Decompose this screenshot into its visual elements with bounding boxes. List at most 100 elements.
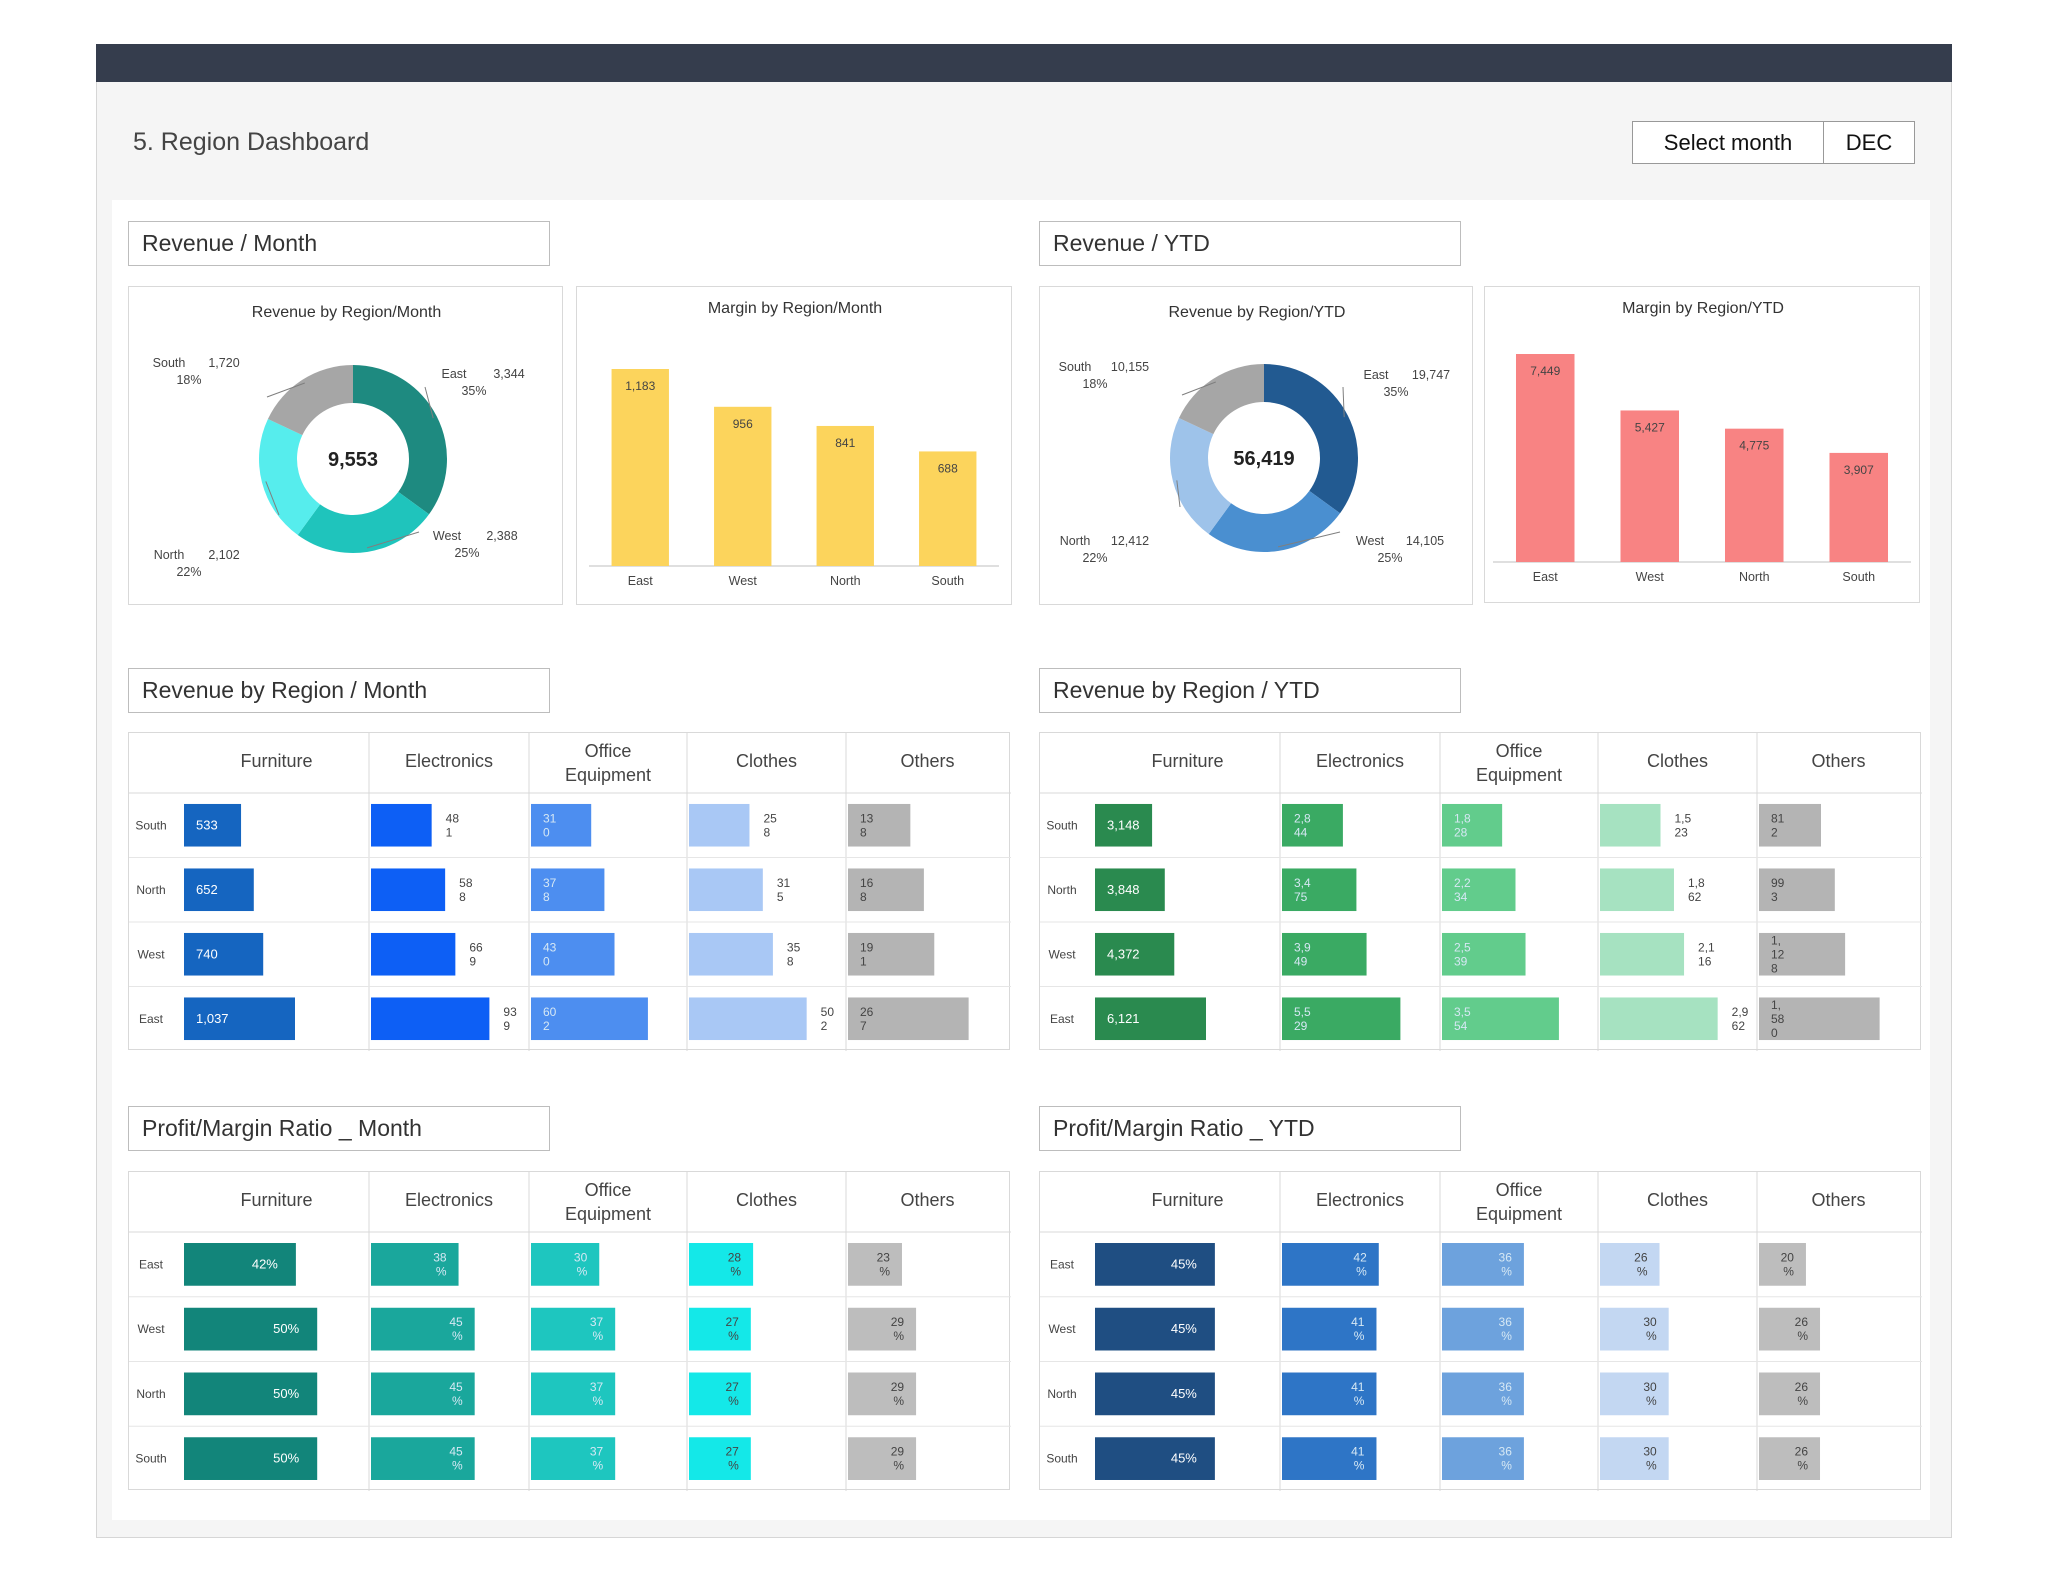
cell-bar (1095, 1437, 1215, 1480)
select-month-label: Select month (1633, 122, 1824, 163)
cell-value-label: 50 2 (821, 1005, 835, 1033)
row-label: North (1047, 1387, 1076, 1401)
bar-east (611, 369, 669, 566)
row-label: East (139, 1257, 164, 1271)
cell-bar (1095, 1372, 1215, 1416)
panel-revenue-table-month: Furniture Electronics Office Equipment Cloth… (128, 732, 1011, 1051)
cell-value-label: 26% (1634, 1250, 1648, 1278)
column-header: Electronics (405, 751, 493, 771)
cell-bar (1759, 1307, 1821, 1351)
month-selector[interactable]: Select month DEC (1632, 121, 1915, 164)
cell-bar (1600, 1243, 1660, 1286)
row-label: South (1046, 818, 1077, 832)
cell-value-label: 2,1 16 (1698, 940, 1715, 968)
section-title-revenue-by-region-ytd: Revenue by Region / YTD (1039, 668, 1461, 713)
panel-revenue-table-ytd: Furniture Electronics Office Equipment Cloth… (1039, 732, 1922, 1051)
cell-value-label: 3,148 (1107, 817, 1140, 832)
cell-value-label: 2,8 44 (1294, 811, 1311, 839)
leader-line (1277, 531, 1341, 548)
row-label: North (136, 1387, 165, 1401)
cell-bar (1442, 932, 1526, 976)
cell-bar (371, 1372, 475, 1416)
column-header: Others (1811, 751, 1865, 771)
cell-bar (848, 868, 924, 912)
column-header: Others (1811, 1190, 1865, 1210)
panel-margin-by-region-month: Margin by Region/Month 1,183 East 956 West 84… (576, 286, 1012, 605)
cell-bar (1759, 932, 1846, 976)
cell-value-label: 23% (877, 1250, 891, 1278)
cell-value-label: 58 8 (459, 876, 473, 904)
cell-bar (1442, 1372, 1524, 1416)
chart-title: Revenue by Region/Month (252, 304, 441, 321)
donut-slice-north (1170, 417, 1232, 535)
row-label: North (136, 883, 165, 897)
cell-bar (371, 1307, 475, 1351)
cell-value-label: 1,037 (196, 1011, 229, 1026)
leader-line (424, 386, 434, 419)
cell-bar (1600, 1372, 1669, 1416)
column-header: Clothes (1647, 1190, 1708, 1210)
slice-value: 1,720 (208, 356, 239, 370)
bar-south (919, 451, 977, 566)
donut-slice-west (297, 491, 430, 553)
chart-revenue-by-region-ytd: Revenue by Region/YTD East 19,747 35% West 14… (1059, 304, 1450, 565)
slice-value: 2,102 (208, 548, 239, 562)
bar-west (1620, 410, 1680, 562)
cell-value-label: 50% (273, 1321, 299, 1336)
panel-revenue-by-region-ytd: Revenue by Region/YTD East 19,747 35% West 14… (1039, 286, 1473, 605)
column-header: Others (900, 1190, 954, 1210)
slice-label: South (1059, 360, 1092, 374)
cell-value-label: 31 0 (543, 811, 557, 839)
donut-slice-east (1264, 364, 1358, 514)
cell-value-label: 3,9 49 (1294, 940, 1311, 968)
column-header: Office Equipment (1476, 1180, 1562, 1224)
cell-value-label: 26% (1795, 1315, 1809, 1343)
column-header: Clothes (1647, 751, 1708, 771)
cell-bar (1095, 932, 1175, 976)
bar-value-label: 4,775 (1739, 439, 1769, 453)
cell-value-label: 38% (433, 1250, 447, 1278)
cell-bar (184, 1437, 318, 1480)
cell-value-label: 652 (196, 882, 218, 897)
category-label: West (729, 574, 758, 588)
slice-percent: 25% (1377, 551, 1402, 565)
cell-bar (1282, 803, 1343, 847)
cell-value-label: 45% (1171, 1386, 1197, 1401)
table-revenue-by-region-month: Furniture Electronics Office Equipment Cloth… (129, 733, 1011, 1051)
bar-north (816, 425, 874, 566)
cell-bar (1600, 1437, 1669, 1480)
cell-bar (531, 868, 605, 912)
cell-value-label: 740 (196, 946, 218, 961)
column-header: Furniture (1151, 1190, 1223, 1210)
slice-label: East (1363, 368, 1389, 382)
cell-value-label: 30% (1643, 1315, 1657, 1343)
donut-total: 56,419 (1233, 448, 1294, 470)
cell-bar (531, 997, 648, 1041)
cell-bar (184, 932, 264, 976)
cell-value-label: 28% (728, 1250, 742, 1278)
row-label: West (137, 947, 165, 961)
slice-label: East (441, 367, 467, 381)
cell-bar (848, 997, 969, 1041)
leader-line (266, 382, 305, 398)
cell-bar (1600, 932, 1685, 976)
cell-bar (1095, 1243, 1215, 1286)
leader-line (1176, 480, 1181, 508)
cell-value-label: 35 8 (787, 940, 801, 968)
bar-west (714, 406, 772, 566)
month-dropdown[interactable]: DEC (1845, 129, 1893, 155)
column-header: Furniture (1151, 751, 1223, 771)
cell-bar (1442, 1437, 1524, 1480)
cell-bar (689, 932, 773, 976)
cell-value-label: 41% (1351, 1380, 1365, 1408)
bar-value-label: 956 (733, 417, 753, 431)
cell-bar (689, 803, 750, 847)
cell-bar (1095, 868, 1165, 912)
page-title: 5. Region Dashboard (133, 128, 370, 156)
cell-value-label: 36% (1499, 1250, 1513, 1278)
table-revenue-by-region-ytd: Furniture Electronics Office Equipment Cloth… (1040, 733, 1922, 1051)
cell-value-label: 3,5 54 (1454, 1005, 1471, 1033)
cell-bar (371, 932, 456, 976)
cell-bar (371, 868, 446, 912)
cell-value-label: 5,5 29 (1294, 1005, 1311, 1033)
